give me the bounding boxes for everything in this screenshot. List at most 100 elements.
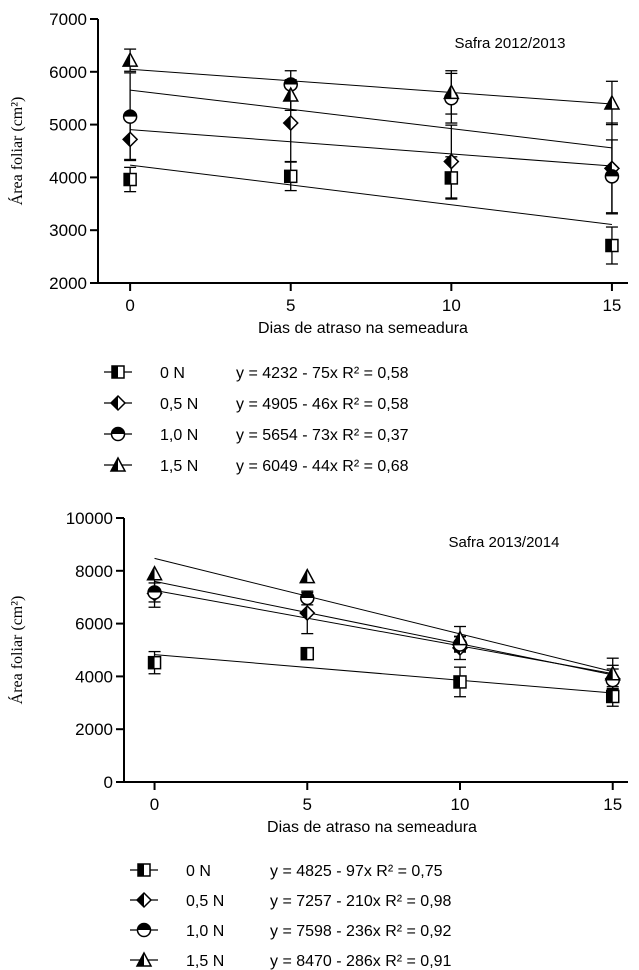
legend-item: 1,5 N y = 6049 - 44x R² = 0,68	[104, 456, 409, 475]
legend-series-name: 0,5 N	[186, 893, 224, 910]
data-point	[443, 153, 460, 170]
y-tick-label: 4000	[49, 168, 87, 187]
legend-marker	[136, 922, 152, 938]
chart-panel-2013-2014: 0 2000 4000 6000 8000 10000 0 5 10 15 Safra 2013…	[7, 509, 628, 970]
regression-lines	[130, 68, 613, 226]
legend-item: 0 N y = 4232 - 75x R² = 0,58	[104, 365, 409, 382]
x-tick-label: 10	[442, 296, 461, 315]
data-point	[283, 169, 298, 184]
legend-equation: y = 6049 - 44x R² = 0,68	[236, 458, 409, 475]
y-tick-label: 10000	[66, 509, 113, 528]
y-ticks: 2000 3000 4000 5000 6000 7000	[49, 10, 98, 293]
legend-item: 1,0 N y = 5654 - 73x R² = 0,37	[104, 426, 409, 444]
legend-item: 0 N y = 4825 - 97x R² = 0,75	[130, 863, 443, 880]
y-tick-label: 6000	[75, 615, 113, 634]
y-axis-label: Área foliar (cm²)	[7, 97, 26, 206]
data-point	[604, 665, 621, 681]
legend: 0 N y = 4825 - 97x R² = 0,75 0,5 N y = 7257…	[130, 863, 452, 970]
data-point	[453, 675, 467, 689]
legend-equation: y = 4905 - 46x R² = 0,58	[236, 396, 409, 413]
data-point	[147, 585, 162, 600]
data-point	[123, 172, 137, 187]
y-tick-label: 7000	[49, 10, 87, 29]
data-points	[121, 48, 621, 265]
data-point	[282, 114, 299, 132]
legend-item: 0,5 N y = 4905 - 46x R² = 0,58	[104, 394, 409, 413]
data-point	[300, 590, 315, 606]
data-point	[121, 51, 139, 67]
y-tick-label: 4000	[75, 667, 113, 686]
data-point	[300, 646, 315, 661]
fit-line	[130, 89, 612, 149]
chart-annotation: Safra 2013/2014	[449, 534, 560, 551]
legend-series-name: 1,0 N	[186, 923, 224, 940]
y-tick-label: 2000	[49, 274, 87, 293]
y-tick-label: 8000	[75, 562, 113, 581]
data-point	[299, 604, 316, 622]
data-point	[122, 131, 139, 148]
legend-series-name: 1,0 N	[160, 427, 198, 444]
legend-marker	[135, 891, 153, 909]
legend-series-name: 0,5 N	[160, 396, 198, 413]
fit-line	[154, 654, 613, 694]
x-tick-label: 15	[602, 296, 621, 315]
data-point	[122, 109, 138, 124]
x-tick-label: 15	[603, 795, 622, 814]
legend-marker	[110, 426, 126, 442]
legend-equation: y = 8470 - 286x R² = 0,91	[270, 953, 452, 970]
legend-equation: y = 4232 - 75x R² = 0,58	[236, 365, 409, 382]
fit-line	[130, 129, 612, 167]
data-point	[443, 83, 460, 100]
legend-item: 1,5 N y = 8470 - 286x R² = 0,91	[130, 951, 452, 970]
x-tick-label: 5	[286, 296, 295, 315]
legend-item: 0,5 N y = 7257 - 210x R² = 0,98	[130, 891, 452, 910]
x-tick-label: 0	[125, 296, 134, 315]
data-point	[605, 689, 620, 704]
data-point	[444, 171, 459, 185]
y-ticks: 0 2000 4000 6000 8000 10000	[66, 509, 124, 792]
legend-marker	[109, 394, 127, 412]
y-tick-label: 2000	[75, 720, 113, 739]
legend-marker	[135, 951, 153, 967]
x-tick-label: 0	[150, 795, 159, 814]
legend-marker	[137, 863, 151, 877]
chart-panel-2012-2013: 2000 3000 4000 5000 6000 7000 0 5 10 15 Safra 20…	[7, 10, 628, 475]
data-point	[282, 86, 299, 102]
fit-line	[154, 557, 613, 673]
legend-marker	[109, 456, 127, 472]
legend-equation: y = 7598 - 236x R² = 0,92	[270, 923, 452, 940]
chart-annotation: Safra 2012/2013	[455, 35, 566, 52]
fit-line	[154, 580, 613, 676]
legend-item: 1,0 N y = 7598 - 236x R² = 0,92	[130, 922, 452, 940]
legend: 0 N y = 4232 - 75x R² = 0,58 0,5 N y = 4905…	[104, 365, 409, 475]
data-point	[147, 655, 162, 670]
fit-line	[130, 164, 613, 226]
y-tick-label: 5000	[49, 116, 87, 135]
legend-equation: y = 7257 - 210x R² = 0,98	[270, 893, 452, 910]
fit-line	[130, 68, 612, 105]
data-point	[299, 568, 316, 584]
data-point	[603, 94, 621, 110]
legend-series-name: 0 N	[186, 863, 211, 880]
y-tick-label: 0	[104, 773, 113, 792]
legend-equation: y = 5654 - 73x R² = 0,37	[236, 427, 409, 444]
x-axis-label: Dias de atraso na semeadura	[258, 320, 468, 337]
x-tick-label: 5	[303, 795, 312, 814]
x-ticks: 0 5 10 15	[150, 782, 622, 814]
x-ticks: 0 5 10 15	[125, 283, 621, 315]
legend-series-name: 1,5 N	[186, 953, 224, 970]
y-tick-label: 6000	[49, 63, 87, 82]
legend-series-name: 0 N	[160, 365, 185, 382]
x-axis-label: Dias de atraso na semeadura	[267, 819, 477, 836]
data-point	[451, 630, 469, 646]
data-point	[604, 169, 620, 184]
x-tick-label: 10	[451, 795, 470, 814]
regression-lines	[154, 557, 613, 694]
legend-equation: y = 4825 - 97x R² = 0,75	[270, 863, 443, 880]
legend-marker	[111, 365, 125, 379]
y-tick-label: 3000	[49, 221, 87, 240]
legend-series-name: 1,5 N	[160, 458, 198, 475]
data-point	[605, 238, 619, 253]
y-axis-label: Área foliar (cm²)	[7, 596, 26, 705]
